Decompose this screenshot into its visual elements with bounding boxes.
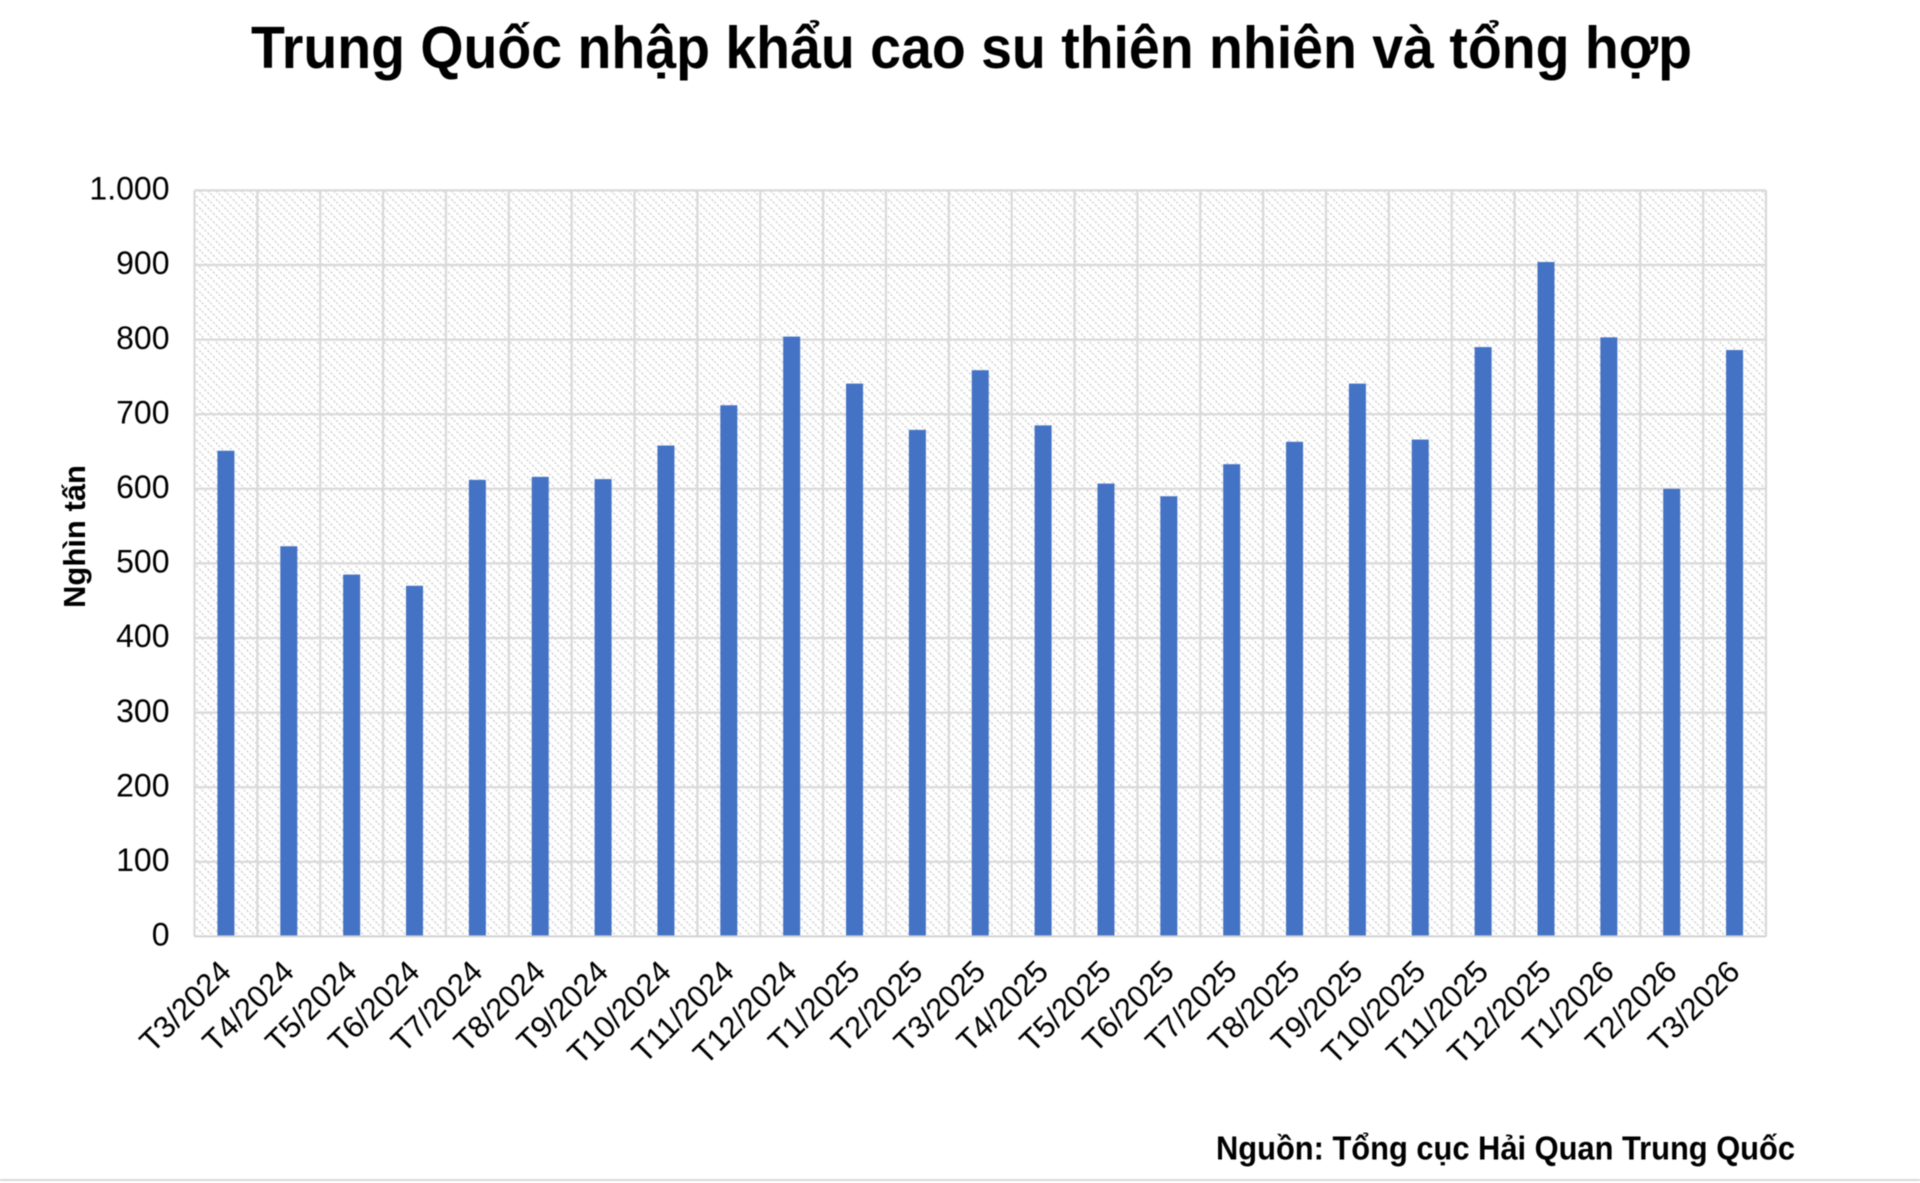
svg-text:0: 0 xyxy=(152,917,170,953)
svg-text:600: 600 xyxy=(116,469,169,505)
svg-text:300: 300 xyxy=(116,693,169,729)
svg-text:400: 400 xyxy=(116,618,169,654)
svg-text:800: 800 xyxy=(116,320,169,356)
svg-text:900: 900 xyxy=(116,245,169,281)
svg-text:700: 700 xyxy=(116,394,169,430)
svg-text:1.000: 1.000 xyxy=(89,171,169,207)
svg-text:100: 100 xyxy=(116,842,169,878)
svg-text:Trung Quốc nhập khẩu cao su th: Trung Quốc nhập khẩu cao su thiên nhiên … xyxy=(251,15,1692,81)
svg-text:200: 200 xyxy=(116,767,169,803)
svg-text:Nguồn: Tổng cục Hải Quan Trung: Nguồn: Tổng cục Hải Quan Trung Quốc xyxy=(1216,1130,1795,1167)
svg-text:500: 500 xyxy=(116,544,169,580)
svg-text:Nghìn tấn: Nghìn tấn xyxy=(57,465,92,608)
